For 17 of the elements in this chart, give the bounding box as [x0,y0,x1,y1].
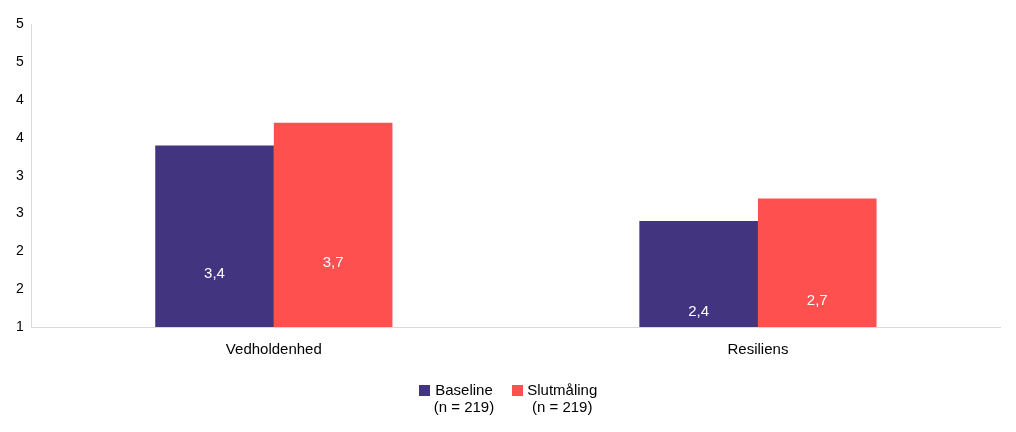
data-label: 2,7 [806,290,828,308]
data-label: 3,4 [204,264,225,282]
y-tick-label: 5 [15,15,24,32]
y-tick-label: 4 [15,90,24,107]
y-tick-label: 5 [15,53,24,70]
y-tick-label: 3 [15,166,24,183]
data-label: 3,7 [322,252,344,270]
x-tick-label: Vedholdenhed [225,340,322,358]
y-tick-label: 2 [15,242,24,259]
y-tick-label: 1 [15,317,24,334]
legend-label: Slutmåling (n = 219) [527,381,598,415]
y-tick-label: 4 [15,128,24,145]
x-tick-label: Resiliens [727,340,789,358]
y-tick-label: 3 [15,204,24,221]
data-label: 2,4 [688,302,710,320]
legend-label: Baseline (n = 219) [433,381,495,415]
y-tick-label: 2 [15,280,24,297]
